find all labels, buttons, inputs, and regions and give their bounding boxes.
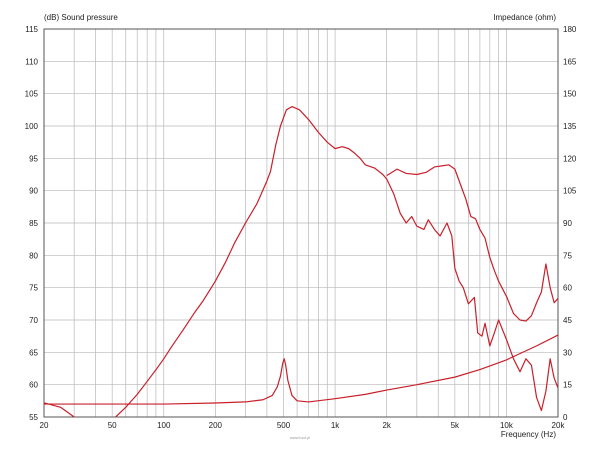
y-left-tick-label: 110 — [25, 57, 38, 66]
series-group — [44, 105, 558, 417]
x-tick-label: 20k — [552, 421, 566, 430]
x-tick-label: 500 — [277, 421, 291, 430]
x-tick-label: 10k — [500, 421, 514, 430]
y-left-tick-label: 85 — [29, 219, 38, 228]
x-tick-label: 50 — [108, 421, 117, 430]
y-right-tick-label: 15 — [563, 381, 572, 390]
plot-frame — [43, 28, 559, 418]
y-right-tick-label: 30 — [563, 348, 572, 357]
y-right-tick-label: 0 — [563, 413, 568, 422]
y-right-tick-label: 75 — [563, 251, 572, 260]
x-tick-label: 1k — [331, 421, 340, 430]
y-left-tick-label: 100 — [25, 122, 39, 131]
y-right-tick-label: 60 — [563, 284, 572, 293]
x-tick-label: 2k — [382, 421, 391, 430]
y-right-tick-label: 105 — [563, 187, 577, 196]
x-tick-label: 20 — [40, 421, 49, 430]
x-axis-title: Frequency (Hz) — [501, 430, 556, 439]
y-left-tick-label: 75 — [29, 284, 38, 293]
impedance-curve-2 — [386, 164, 558, 322]
x-tick-label: 100 — [157, 421, 171, 430]
y-left-tick-label: 90 — [29, 187, 38, 196]
watermark: www.bzd.pl — [290, 435, 310, 440]
y-left-axis-title: (dB) Sound pressure — [44, 13, 118, 22]
y-right-tick-label: 120 — [563, 154, 577, 163]
impedance-curve-1 — [44, 334, 558, 405]
y-right-tick-label: 180 — [563, 25, 577, 34]
y-left-tick-label: 65 — [29, 348, 38, 357]
y-right-tick-label: 90 — [563, 219, 572, 228]
x-tick-label: 5k — [451, 421, 460, 430]
y-right-tick-label: 45 — [563, 316, 572, 325]
y-left-tick-label: 105 — [25, 90, 39, 99]
y-right-tick-label: 165 — [563, 57, 577, 66]
spl-curve — [44, 105, 558, 417]
y-left-tick-label: 115 — [25, 25, 38, 34]
y-left-tick-label: 55 — [29, 413, 38, 422]
y-left-tick-label: 70 — [29, 316, 38, 325]
y-right-tick-label: 135 — [563, 122, 577, 131]
y-left-tick-label: 95 — [29, 154, 38, 163]
y-right-axis-title: Impedance (ohm) — [493, 13, 556, 22]
y-left-tick-label: 60 — [29, 381, 38, 390]
y-right-tick-label: 150 — [563, 90, 577, 99]
x-tick-label: 200 — [209, 421, 223, 430]
y-left-tick-label: 80 — [29, 251, 38, 260]
tick-labels: 55 60 65 70 75 80 85 90 95 100 105 110 115 0 15 30 45 60 7… — [25, 25, 577, 430]
